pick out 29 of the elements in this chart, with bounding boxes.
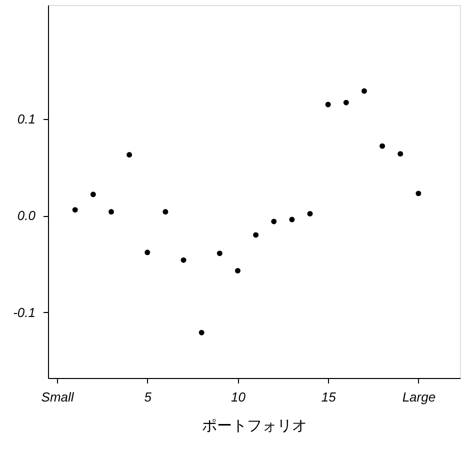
- point: [343, 100, 349, 106]
- y-tick-label: 0.0: [17, 208, 36, 224]
- point: [253, 232, 259, 238]
- x-tick-label: Small: [41, 390, 75, 404]
- point: [108, 209, 114, 215]
- x-tick-label: 15: [321, 390, 337, 404]
- point: [361, 88, 367, 94]
- point: [162, 209, 168, 215]
- point: [325, 102, 331, 108]
- point: [144, 250, 150, 256]
- point: [416, 190, 422, 196]
- point: [216, 250, 222, 256]
- y-tick-label: -0.1: [13, 304, 36, 320]
- point: [271, 218, 277, 224]
- point: [289, 216, 295, 222]
- x-tick-label: 10: [231, 390, 246, 404]
- point: [235, 268, 240, 274]
- point: [72, 207, 78, 213]
- point: [90, 192, 96, 198]
- point: [126, 152, 132, 158]
- y-tick-label: 0.1: [17, 112, 36, 127]
- point: [380, 143, 386, 149]
- point: [180, 257, 186, 263]
- point: [307, 210, 313, 216]
- point: [198, 330, 204, 336]
- point: [398, 151, 404, 157]
- x-tick-label: Large: [402, 390, 436, 404]
- x-axis-title: ポートフォリオ: [202, 416, 307, 434]
- x-tick-label: 5: [144, 390, 152, 404]
